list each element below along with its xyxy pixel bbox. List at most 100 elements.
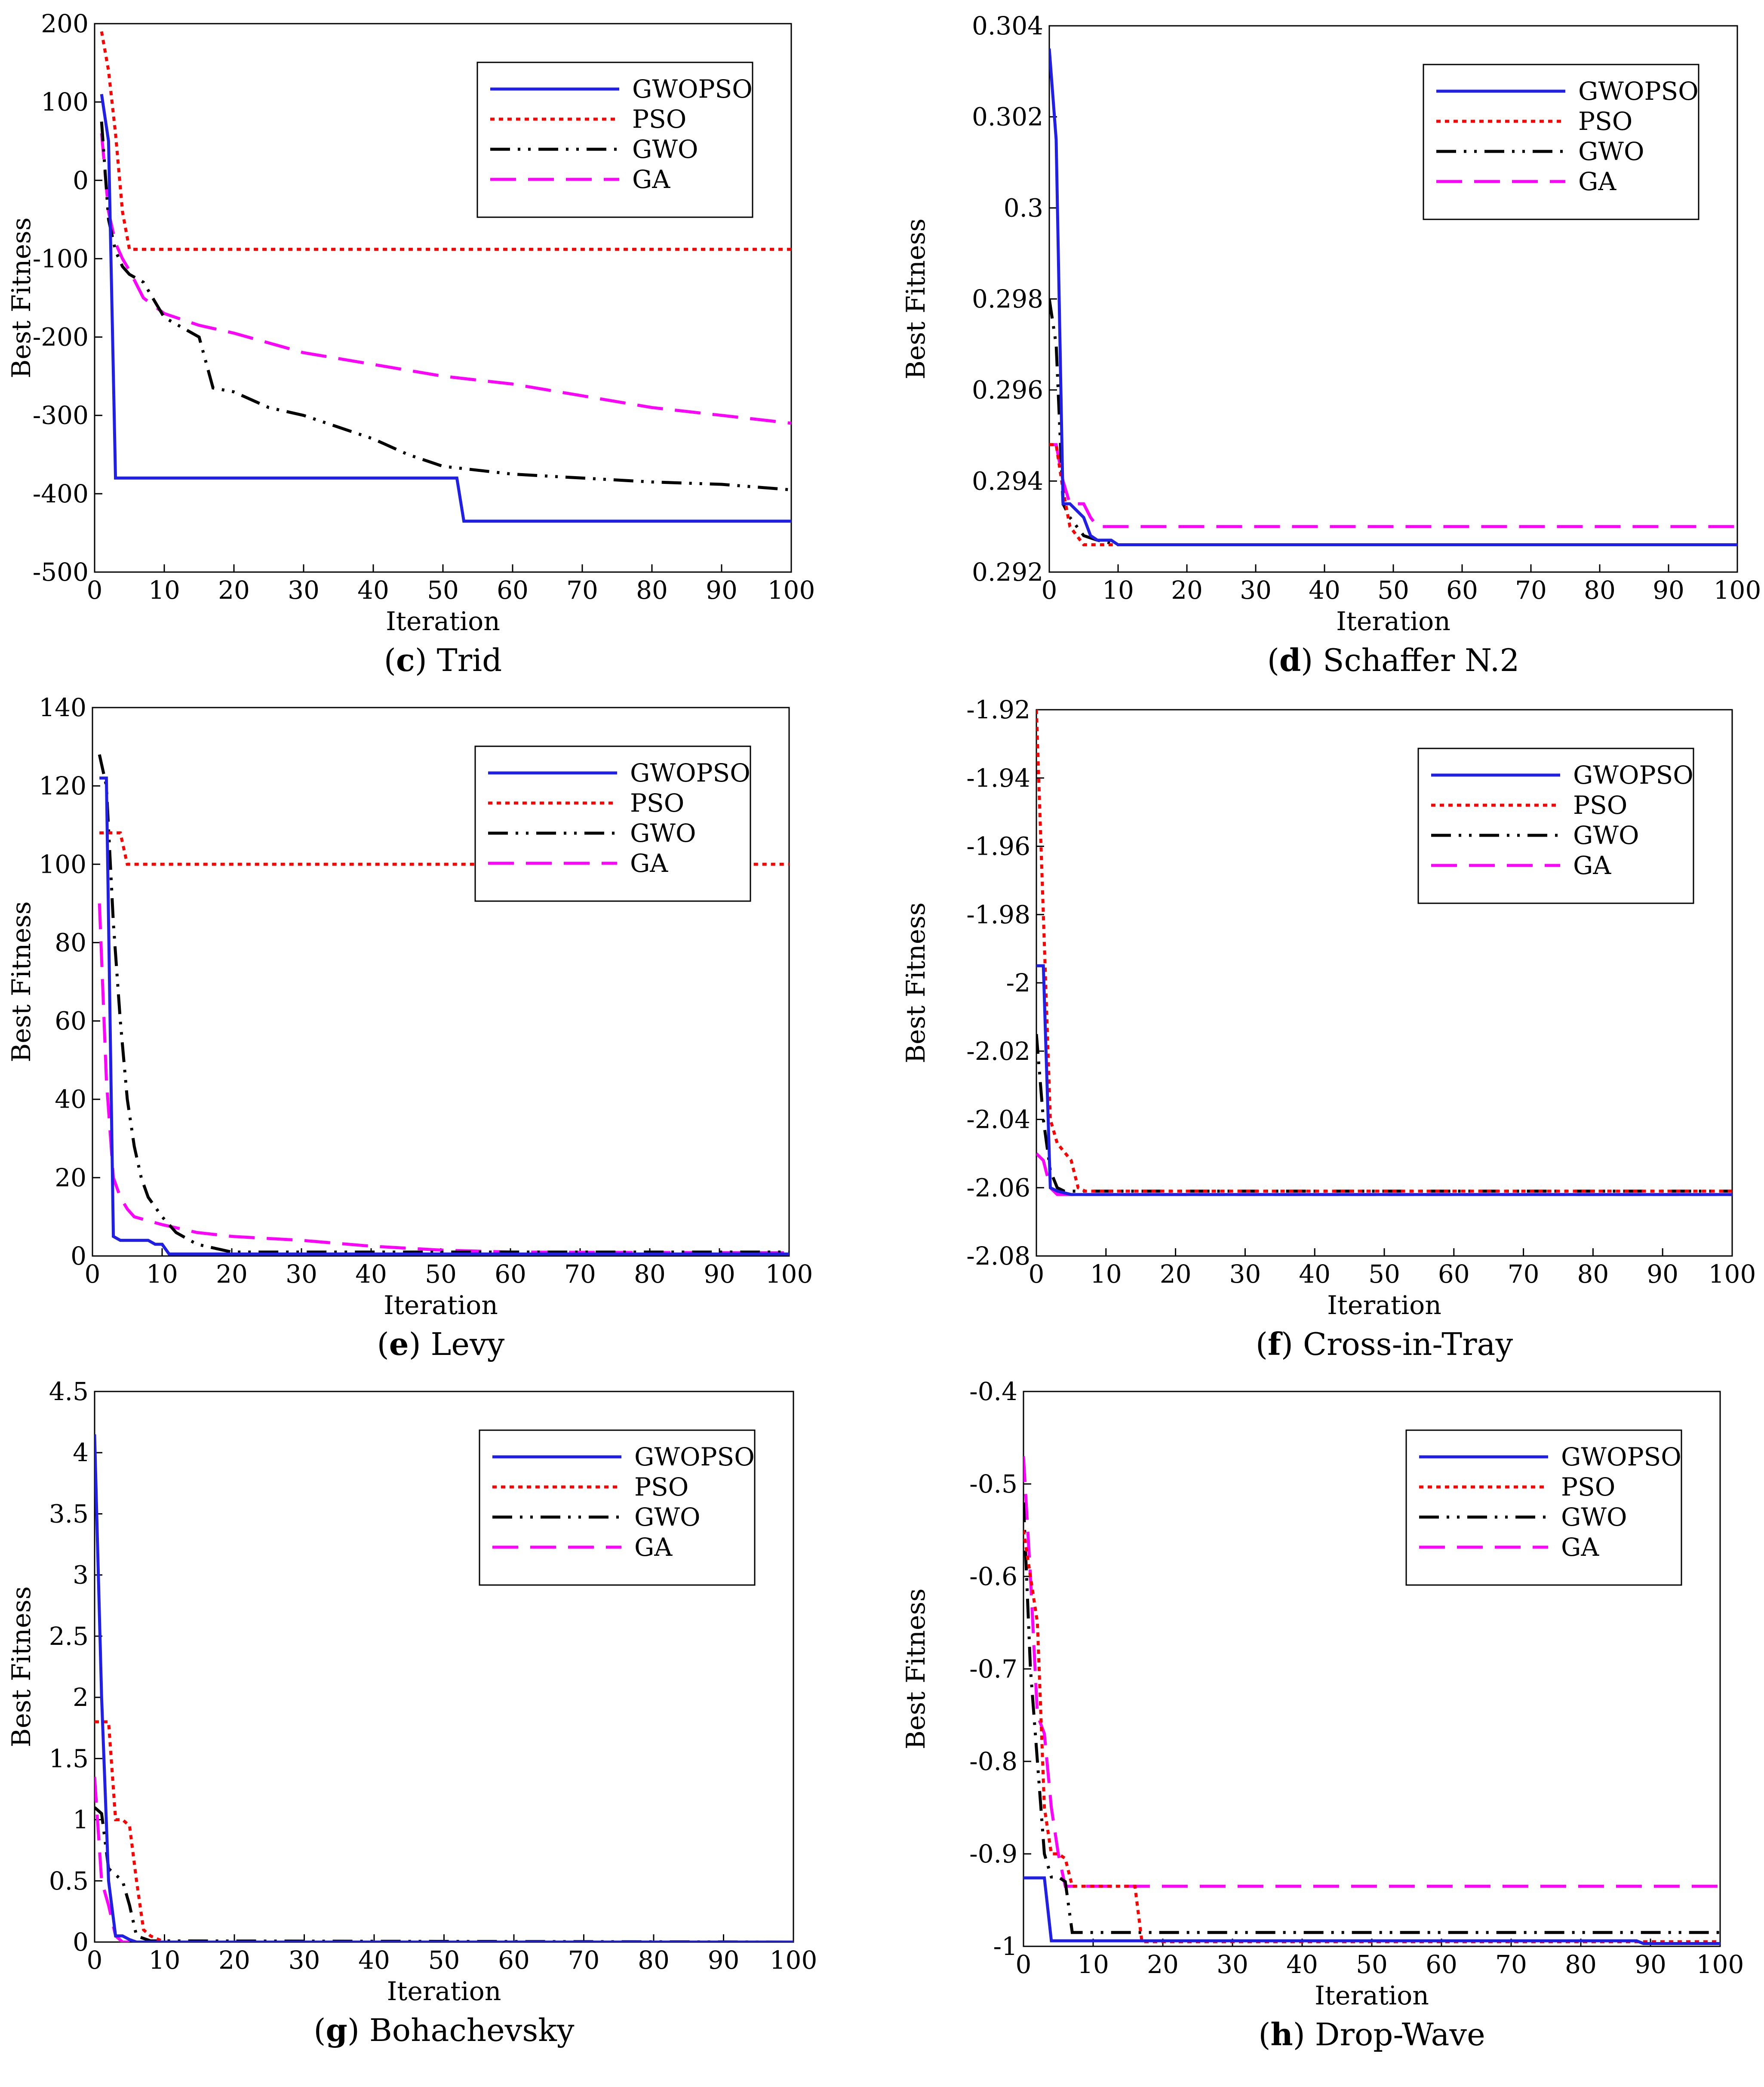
caption-paren: ) [1301,642,1323,678]
series-line-gwo [1023,1502,1720,1934]
y-tick-label: 3 [73,1561,89,1590]
y-tick-label: -0.5 [969,1469,1017,1499]
series-group [1023,1456,1720,1945]
x-tick-label: 90 [1635,1950,1666,1979]
caption-paren: ) [409,1326,431,1362]
y-tick-label: 1 [73,1805,89,1835]
y-tick-label: -0.7 [969,1654,1017,1684]
x-tick-label: 100 [768,576,815,605]
y-tick-label: 80 [55,928,86,957]
x-tick-label: 90 [704,1259,735,1289]
series-line-ga [1023,1456,1720,1888]
legend-label: GWO [634,1502,701,1532]
x-tick-label: 0 [1016,1950,1032,1979]
x-tick-label: 50 [427,576,459,605]
chart-svg-f: 0 10 20 30 40 50 60 70 80 90 100 -1.92 -1.94 -1.96 -1.… [901,695,1756,1362]
y-tick-label: 2.5 [49,1622,89,1651]
x-tick-label: 70 [1508,1259,1540,1289]
series-line-ga [1036,1152,1732,1196]
y-axis-label: Best Fitness [6,217,37,378]
x-tick-label: 90 [1653,576,1684,605]
caption-paren: ) [1281,1326,1303,1362]
y-tick-label: -1.92 [966,695,1030,724]
x-tick-label: 80 [1565,1950,1597,1979]
chart-panel-f: 0 10 20 30 40 50 60 70 80 90 100 -1.92 -1.94 -1.96 -1.… [894,684,1764,1368]
chart-panel-e: 0 10 20 30 40 50 60 70 80 90 100 140 120 100 80 60 40 20 0… [0,684,860,1368]
x-tick-label: 20 [216,1259,248,1289]
x-tick-label: 70 [564,1259,596,1289]
legend-label: GWO [630,819,696,848]
series-line-gwo [98,754,789,1254]
x-axis-label: Iteration [386,606,500,637]
y-tick-label: 0.304 [972,11,1043,40]
y-tick-label: 100 [41,87,89,117]
x-tick-label: 10 [148,576,180,605]
x-tick-label: 0 [87,576,103,605]
x-axis-label: Iteration [384,1290,498,1321]
series-line-gwopso [1049,48,1737,546]
x-tick-label: 40 [1286,1950,1318,1979]
series-line-ga [95,1776,793,1942]
chart-panel-c: 0 10 20 30 40 50 60 70 80 90 100 200 100 0 -100 -200 -30… [0,0,860,684]
series-line-ga [98,903,789,1255]
x-tick-label: 60 [1438,1259,1470,1289]
y-tick-label: -200 [33,323,89,352]
legend-label: GA [632,165,670,194]
x-tick-label: 20 [1147,1950,1179,1979]
y-tick-label: 0.3 [1004,193,1043,222]
y-tick-label: 0.5 [49,1866,89,1896]
x-tick-label: 10 [1090,1259,1122,1289]
caption-name: Drop-Wave [1315,2016,1485,2053]
x-tick-label: 40 [1299,1259,1331,1289]
caption-name: Levy [431,1326,505,1362]
series-line-gwopso [1023,1876,1720,1945]
series-group [1049,48,1737,546]
x-tick-label: 40 [358,1945,390,1975]
y-tick-label: 60 [55,1007,86,1036]
y-tick-label: 0 [73,1927,89,1957]
y-axis-label: Best Fitness [901,902,931,1063]
x-tick-label: 80 [638,1945,670,1975]
x-tick-label: 70 [1515,576,1547,605]
legend-label: GWO [1573,821,1639,850]
y-tick-label: -500 [33,557,89,587]
x-axis-label: Iteration [1327,1290,1441,1321]
x-tick-label: 10 [1077,1950,1109,1979]
caption-paren: ( [313,2012,326,2048]
x-tick-label: 0 [1029,1259,1045,1289]
x-tick-label: 50 [1356,1950,1388,1979]
x-tick-label: 40 [355,1259,387,1289]
x-axis-label: Iteration [1315,1981,1429,2011]
series-line-pso [100,31,791,251]
y-tick-label: 4.5 [49,1377,89,1406]
series-line-gwo [1036,1034,1732,1193]
legend-label: GA [634,1533,673,1562]
y-tick-label: -1.94 [966,763,1030,793]
x-tick-label: 50 [1368,1259,1400,1289]
x-tick-label: 20 [1160,1259,1192,1289]
series-line-pso [1023,1530,1720,1943]
x-tick-label: 0 [85,1259,101,1289]
caption-paren: ) [347,2012,369,2048]
caption-name: Bohachevsky [369,2012,575,2048]
series-line-pso [99,831,789,866]
y-tick-label: 40 [55,1085,86,1114]
x-tick-label: 60 [1446,576,1478,605]
chart-caption: (c) Trid [384,642,502,678]
chart-svg-g: 0 10 20 30 40 50 60 70 80 90 100 4.5 4 3.5 3 2.5 2 1.5 1 0.… [6,1377,817,2048]
x-tick-label: 100 [765,1259,813,1289]
y-axis-label: Best Fitness [901,1588,931,1749]
y-axis-label: Best Fitness [6,1586,37,1747]
y-axis-label: Best Fitness [6,901,37,1062]
y-tick-label: -2.08 [966,1241,1030,1271]
caption-name: Trid [437,642,502,678]
series-line-pso [95,1720,793,1942]
legend-label: GWOPSO [1561,1442,1681,1471]
y-tick-label: -0.4 [969,1377,1017,1406]
caption-letter: g [326,2012,347,2048]
y-tick-label: -0.9 [969,1839,1017,1868]
y-tick-label: 0.296 [972,376,1043,405]
x-tick-label: 20 [218,576,250,605]
x-tick-label: 10 [1102,576,1134,605]
x-tick-label: 80 [1584,576,1616,605]
